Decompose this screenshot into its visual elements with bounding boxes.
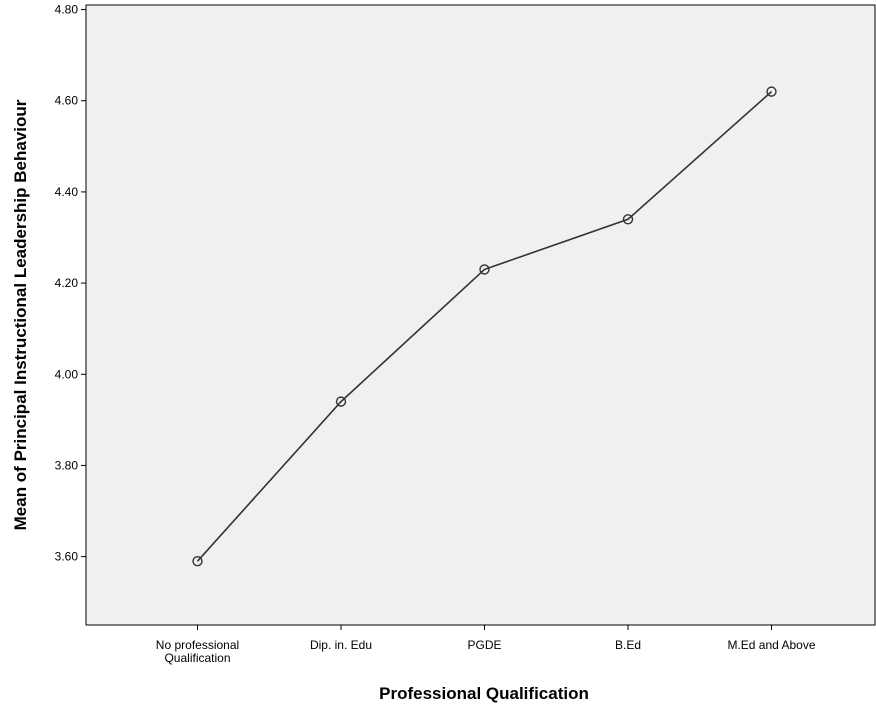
data-point	[766, 86, 777, 97]
x-axis-title: Professional Qualification	[379, 684, 589, 703]
y-axis-title: Mean of Principal Instructional Leadersh…	[11, 99, 30, 530]
x-tick-label: No professional Qualification	[156, 638, 239, 665]
y-tick-label: 4.80	[55, 3, 79, 17]
x-tick-label: Dip. in. Edu	[310, 638, 372, 652]
data-point	[479, 264, 490, 275]
plot-area	[85, 4, 876, 626]
x-tick-label: PGDE	[467, 638, 501, 652]
x-axis: No professional Qualification Dip. in. Edu…	[156, 625, 816, 665]
data-point	[622, 214, 634, 225]
series-line	[196, 91, 773, 562]
x-tick-label: B.Ed	[615, 638, 641, 652]
y-tick-label: 4.00	[55, 367, 79, 381]
series	[192, 86, 777, 567]
y-tick-label: 3.60	[55, 550, 79, 564]
y-tick-label: 4.60	[55, 94, 79, 108]
x-tick-label: M.Ed and Above	[727, 638, 815, 652]
y-tick-label: 3.80	[55, 458, 79, 472]
y-axis: 3.60 3.80 4.00 4.20 4.40 4.60 4.80	[55, 3, 86, 564]
data-point	[192, 555, 203, 567]
data-point	[335, 396, 347, 407]
y-tick-label: 4.40	[55, 185, 79, 199]
y-tick-label: 4.20	[55, 276, 79, 290]
